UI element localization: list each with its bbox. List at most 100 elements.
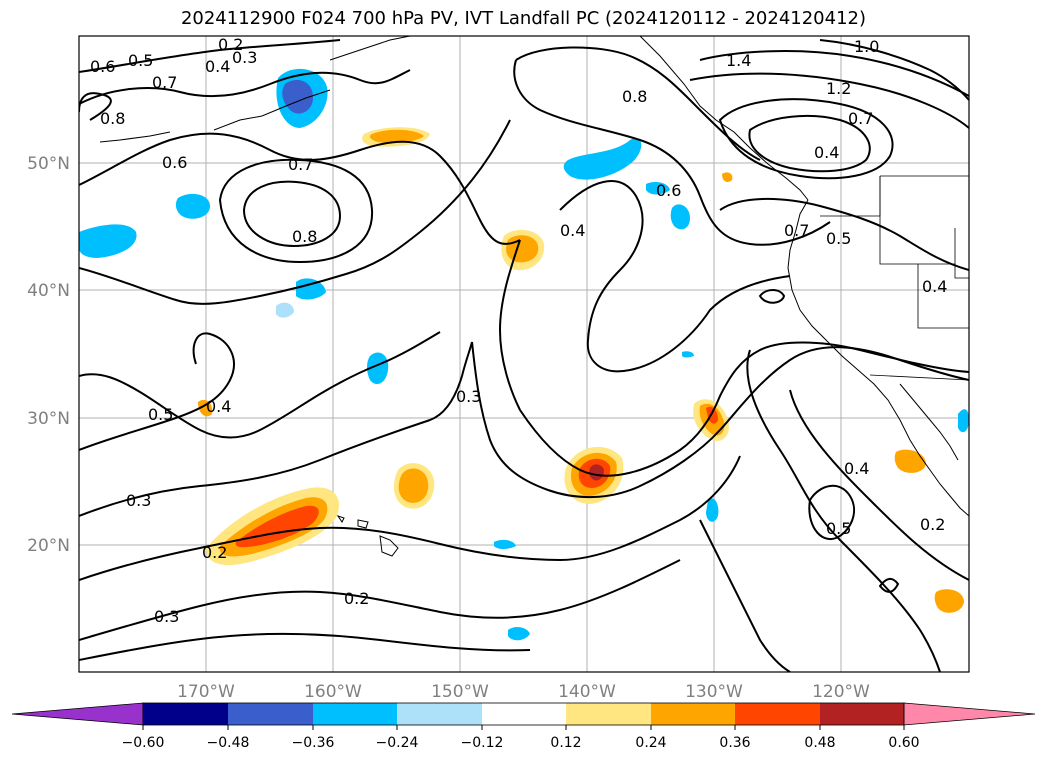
island-hawaii xyxy=(379,535,399,557)
contour-label-1.0: 1.0 xyxy=(854,37,879,56)
colorbar-tick-10: 0.60 xyxy=(888,735,919,751)
colorbar-bin-8 xyxy=(735,703,820,725)
contour-0.4-center xyxy=(498,239,969,477)
contour-small-ring xyxy=(758,289,786,304)
contour-0.8-ring xyxy=(242,180,342,248)
contour-0.2-far-south xyxy=(79,559,681,641)
contour-0.7-ring xyxy=(218,158,374,264)
lat-label-50: 50°N xyxy=(27,154,70,174)
contour-0.2-se xyxy=(699,519,791,672)
contour-0.5-low xyxy=(748,114,871,173)
contour-label-0.8-ring: 0.8 xyxy=(292,227,317,246)
contour-1.0 xyxy=(819,39,969,101)
contour-0.4-west xyxy=(79,332,235,451)
contour-label-0.3-top: 0.3 xyxy=(232,48,257,67)
political-borders xyxy=(820,175,969,381)
lon-label-130: 130°W xyxy=(685,682,743,702)
coast-west-us xyxy=(787,199,969,517)
contour-label-0.7-low: 0.7 xyxy=(848,109,873,128)
contour-0.6-mid xyxy=(79,132,521,245)
shade-neg-j xyxy=(508,627,530,641)
contour-label-layer: 0.2 0.3 0.4 0.5 0.6 0.7 0.8 0.6 0.7 0.8 … xyxy=(90,36,947,626)
contour-0.4-baja xyxy=(746,349,941,672)
shade-neg-e xyxy=(367,352,389,385)
shade-neg-b xyxy=(563,138,642,180)
contour-label-0.6-center: 0.6 xyxy=(656,181,681,200)
shade-neg-l xyxy=(682,351,694,358)
shade-neg-core xyxy=(282,80,314,114)
contour-label-0.6-west: 0.6 xyxy=(162,153,187,172)
colorbar-tick-8: 0.36 xyxy=(719,735,750,751)
contour-0.8-nw xyxy=(79,92,112,121)
colorbar-bin-2 xyxy=(228,703,313,725)
colorbar-bin-6 xyxy=(566,703,651,725)
colorbar-tick-6: 0.12 xyxy=(550,735,581,751)
contour-label-0.2-east: 0.2 xyxy=(920,515,945,534)
colorbar-tick-5: −0.12 xyxy=(461,735,504,751)
coast-aleutians xyxy=(213,89,331,131)
contour-label-0.7-top: 0.7 xyxy=(152,73,177,92)
gridlines xyxy=(79,36,969,672)
shade-neg-c xyxy=(296,278,326,300)
shade-pos-f xyxy=(894,449,926,473)
contour-label-0.4-west: 0.4 xyxy=(206,397,231,416)
contour-label-1.4: 1.4 xyxy=(726,51,751,70)
shade-neg-f xyxy=(670,204,690,230)
shade-pos-b-mid xyxy=(506,235,539,263)
colorbar-bin-3 xyxy=(313,703,397,725)
coast-alaska xyxy=(329,36,411,61)
contour-0.7-center xyxy=(513,59,831,246)
contour-0.7-north xyxy=(79,69,411,105)
lon-label-140: 140°W xyxy=(558,682,616,702)
contour-0.3-west xyxy=(79,341,473,517)
contour-0.3-far-south xyxy=(79,632,531,661)
contour-label-0.4-low: 0.4 xyxy=(814,143,839,162)
contour-diamond xyxy=(878,578,900,593)
border-us-mexico xyxy=(869,374,969,381)
lon-label-150: 150°W xyxy=(431,682,489,702)
shade-pos-g xyxy=(934,589,964,613)
coast-aleutians-west xyxy=(99,131,171,143)
shade-neg-i xyxy=(494,539,516,549)
contour-label-0.4-se: 0.4 xyxy=(844,459,869,478)
contour-1.2 xyxy=(689,72,969,129)
lat-label-20: 20°N xyxy=(27,536,70,556)
lon-axis-labels: 170°W 160°W 150°W 140°W 130°W 120°W xyxy=(177,682,870,702)
colorbar-tick-2: −0.48 xyxy=(207,735,250,751)
contour-label-0.6-top: 0.6 xyxy=(90,57,115,76)
pv-contours xyxy=(79,39,969,672)
shade-neg-g xyxy=(646,182,670,195)
contour-label-0.2-south: 0.2 xyxy=(344,589,369,608)
colorbar-frame xyxy=(142,702,905,726)
contour-label-0.3-west: 0.3 xyxy=(126,491,151,510)
contour-0.5-west xyxy=(79,331,441,439)
shade-pos-center-peak xyxy=(589,464,604,481)
shading-blobs xyxy=(79,68,969,641)
colorbar-extend-low xyxy=(11,702,144,726)
contour-label-0.8-north: 0.8 xyxy=(622,87,647,106)
shade-pos-h xyxy=(722,172,733,182)
contour-label-1.2: 1.2 xyxy=(826,79,851,98)
contour-0.6-sw xyxy=(79,119,511,305)
colorbar-extend-high xyxy=(903,702,1036,726)
contour-0.5-ring-south xyxy=(808,485,855,541)
lat-label-40: 40°N xyxy=(27,281,70,301)
colorbar-bin-4 xyxy=(397,703,482,725)
contour-0.5-center xyxy=(559,180,791,373)
map-title: 2024112900 F024 700 hPa PV, IVT Landfall… xyxy=(180,8,867,29)
contour-0.6-north xyxy=(79,39,341,73)
contour-label-0.7-ring: 0.7 xyxy=(288,155,313,174)
shade-neg-k xyxy=(958,409,969,433)
colorbar-tick-9: 0.48 xyxy=(804,735,835,751)
contour-label-0.2-west: 0.2 xyxy=(202,543,227,562)
contour-label-0.4-east: 0.4 xyxy=(922,277,947,296)
shade-pos-a-mid xyxy=(398,468,429,503)
lon-label-160: 160°W xyxy=(304,682,362,702)
contour-label-0.3-center: 0.3 xyxy=(456,387,481,406)
border-states-c xyxy=(917,264,969,329)
border-states-d xyxy=(820,176,881,217)
colorbar-tick-3: −0.36 xyxy=(292,735,335,751)
lat-axis-labels: 50°N 40°N 30°N 20°N xyxy=(27,154,70,556)
plot-area xyxy=(79,36,969,672)
